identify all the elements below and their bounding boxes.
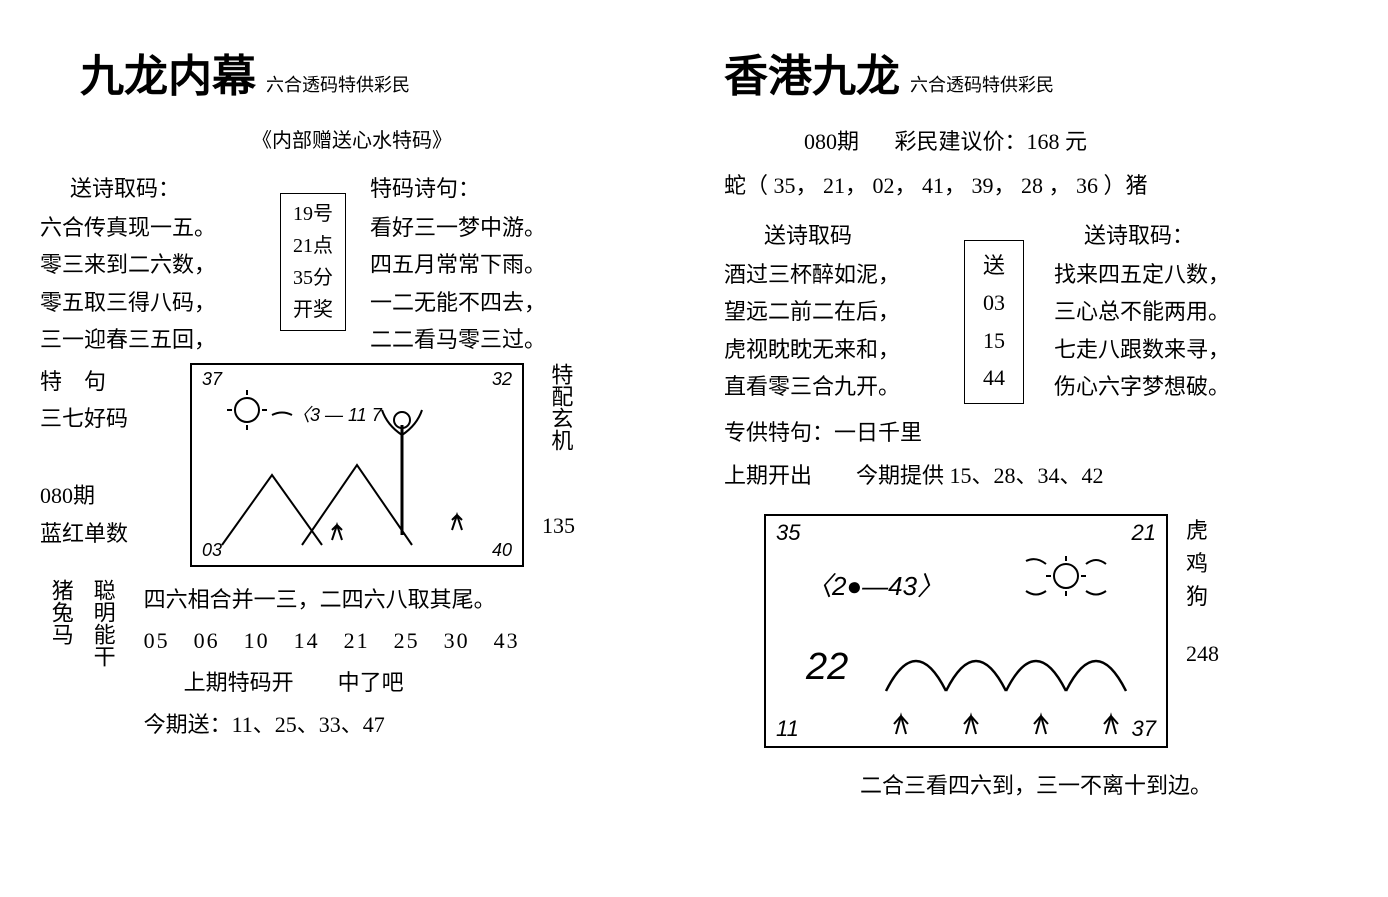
left-nums: 05 06 10 14 21 25 30 43 — [144, 620, 520, 662]
side-num: 248 — [1186, 637, 1219, 670]
left-couplet: 四六相合并一三，二四六八取其尾。 — [144, 579, 520, 621]
left-poems-row: 送诗取码： 六合传真现一五。 零三来到二六数， 零五取三得八码， 三一迎春三五回… — [40, 171, 664, 359]
poem-b-label: 特码诗句： — [370, 171, 546, 203]
r-poem-b-line2: 七走八跟数来寻， — [1054, 331, 1230, 368]
r-poem-a-line3: 直看零三合九开。 — [724, 368, 954, 405]
left-bottom-block: 猪兔马 聪明能干 四六相合并一三，二四六八取其尾。 05 06 10 14 21… — [40, 579, 664, 746]
left-panel: 九龙内幕 六合透码特供彩民 《内部赠送心水特码》 送诗取码： 六合传真现一五。 … — [40, 40, 664, 800]
bottom-text-block: 四六相合并一三，二四六八取其尾。 05 06 10 14 21 25 30 43… — [144, 579, 520, 746]
left-sketch-area: 特 句 三七好码 080期 蓝红单数 37 32 03 40 〈3 — 11 7 — [40, 363, 664, 567]
r-poem-a-line1: 望远二前二在后， — [724, 293, 954, 330]
right-side-labels: 虎 鸡 狗 248 — [1186, 514, 1219, 670]
poem-a-line2: 零五取三得八码， — [40, 284, 270, 321]
right-inset-box: 送 03 15 44 — [964, 240, 1024, 404]
left-subtitle: 六合透码特供彩民 — [266, 71, 410, 97]
box-line2: 35分 — [293, 262, 333, 294]
left-sketch-box: 37 32 03 40 〈3 — 11 7 — [190, 363, 524, 567]
animal-row: 蛇（ 35， 21， 02， 41， 39， 28 ， 36 ）猪 — [724, 168, 1348, 200]
right-sketch-svg — [766, 516, 1166, 746]
poem-b-line3: 二二看马零三过。 — [370, 321, 546, 358]
r-poem-a-line0: 酒过三杯醉如泥， — [724, 256, 954, 293]
left-title-row: 九龙内幕 六合透码特供彩民 — [80, 40, 664, 104]
poem-a-line3: 三一迎春三五回， — [40, 321, 270, 358]
r-poem-a-label: 送诗取码 — [764, 218, 954, 250]
poem-b-line1: 四五月常常下雨。 — [370, 246, 546, 283]
right-sketch-area: 35 21 11 37 〈2●—43〉 22 — [724, 514, 1348, 748]
price-label: 彩民建议价：168 元 — [895, 129, 1088, 154]
r-poem-a-line2: 虎视眈眈无来和， — [724, 331, 954, 368]
bottom-vert1: 猪兔马 — [40, 579, 82, 679]
right-subtitle: 六合透码特供彩民 — [910, 71, 1054, 97]
r-poem-a-block: 送诗取码 酒过三杯醉如泥， 望远二前二在后， 虎视眈眈无来和， 直看零三合九开。 — [724, 218, 954, 406]
box-line0: 19号 — [293, 198, 333, 230]
left-inset-box: 19号 21点 35分 开奖 — [280, 193, 346, 331]
right-issue: 080期 — [804, 129, 859, 154]
right-title: 香港九龙 — [724, 40, 900, 104]
r-poem-b-line1: 三心总不能两用。 — [1054, 293, 1230, 330]
r-box-line0: 送 — [983, 247, 1005, 284]
special-line: 专供特句：一日千里 — [724, 414, 1348, 451]
side2: 三七好码 — [40, 400, 140, 437]
price-row: 080期 彩民建议价：168 元 — [804, 124, 1348, 156]
left-line2: 上期特码开 中了吧 — [184, 662, 520, 704]
bottom-vert-pair: 猪兔马 聪明能干 — [40, 579, 124, 709]
left-title: 九龙内幕 — [80, 40, 256, 104]
provide-line: 上期开出 今期提供 15、28、34、42 — [724, 457, 1348, 494]
r-box-line3: 44 — [983, 359, 1005, 396]
left-line3: 今期送：11、25、33、47 — [144, 704, 520, 746]
right-num: 135 — [542, 507, 579, 544]
sketch-left-labels: 特 句 三七好码 080期 蓝红单数 — [40, 363, 140, 553]
box-line1: 21点 — [293, 230, 333, 262]
poem-b-block: 特码诗句： 看好三一梦中游。 四五月常常下雨。 一二无能不四去， 二二看马零三过… — [370, 171, 546, 359]
side-animal0: 虎 — [1186, 514, 1219, 547]
bottom-vert2: 聪明能干 — [82, 579, 124, 709]
left-subheading: 《内部赠送心水特码》 — [40, 124, 664, 153]
side-animal2: 狗 — [1186, 580, 1219, 613]
side-animal1: 鸡 — [1186, 547, 1219, 580]
right-panel: 香港九龙 六合透码特供彩民 080期 彩民建议价：168 元 蛇（ 35， 21… — [724, 40, 1348, 800]
box-line3: 开奖 — [293, 294, 333, 326]
poem-b-line0: 看好三一梦中游。 — [370, 209, 546, 246]
r-box-line1: 03 — [983, 284, 1005, 321]
side1: 特 句 — [40, 363, 140, 400]
r-poem-b-block: 送诗取码： 找来四五定八数， 三心总不能两用。 七走八跟数来寻， 伤心六字梦想破… — [1054, 218, 1230, 406]
right-title-row: 香港九龙 六合透码特供彩民 — [724, 40, 1348, 104]
r-box-line2: 15 — [983, 322, 1005, 359]
left-sketch-svg — [192, 365, 522, 565]
r-poem-b-line3: 伤心六字梦想破。 — [1054, 368, 1230, 405]
poem-a-block: 送诗取码： 六合传真现一五。 零三来到二六数， 零五取三得八码， 三一迎春三五回… — [40, 171, 270, 359]
issue: 080期 — [40, 477, 140, 514]
poem-b-line2: 一二无能不四去， — [370, 284, 546, 321]
right-poems-row: 送诗取码 酒过三杯醉如泥， 望远二前二在后， 虎视眈眈无来和， 直看零三合九开。… — [724, 218, 1348, 406]
r-poem-b-line0: 找来四五定八数， — [1054, 256, 1230, 293]
right-sketch-box: 35 21 11 37 〈2●—43〉 22 — [764, 514, 1168, 748]
poem-a-line0: 六合传真现一五。 — [40, 209, 270, 246]
poem-a-label: 送诗取码： — [70, 171, 270, 203]
side3: 蓝红单数 — [40, 515, 140, 552]
sketch-right-labels: 特配玄机 135 — [542, 363, 579, 544]
right-couplet: 二合三看四六到，三一不离十到边。 — [724, 768, 1348, 800]
poem-a-line1: 零三来到二六数， — [40, 246, 270, 283]
right-vert: 特配玄机 — [542, 363, 579, 493]
r-poem-b-label: 送诗取码： — [1084, 218, 1230, 250]
